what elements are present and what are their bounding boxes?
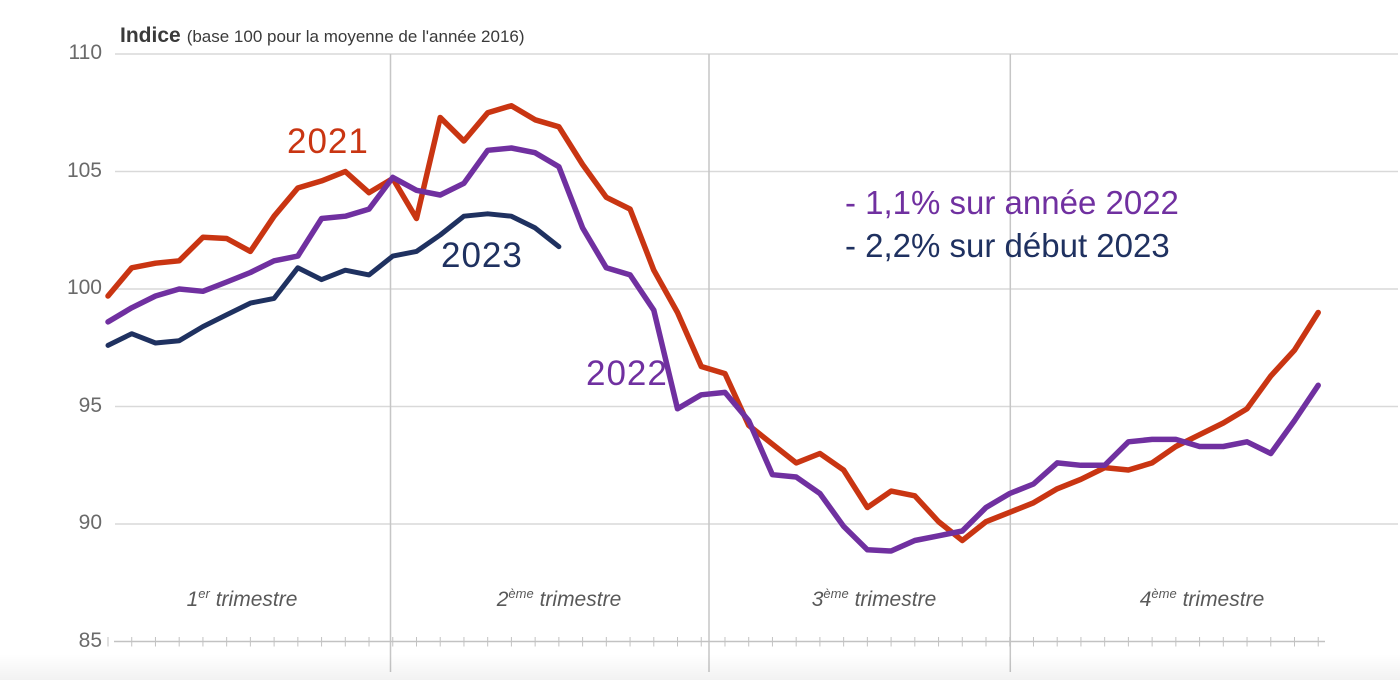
x-section-label-q3: 3ème trimestre [811, 586, 937, 611]
chart-title-subtitle: (base 100 pour la moyenne de l'année 201… [186, 27, 525, 46]
series-line-2023 [105, 211, 562, 348]
series-line-2022 [105, 145, 1321, 554]
x-section-label-q1: 1er trimestre [186, 586, 298, 611]
quarter-separator-lines [389, 54, 1012, 672]
annotation-2022-change: - 1,1% sur année 2022 [845, 184, 1179, 221]
annotation-2023-change: - 2,2% sur début 2023 [845, 227, 1170, 264]
y-tick-label-95: 95 [78, 393, 102, 417]
chart-title-main: Indice [120, 24, 181, 47]
y-tick-label-85: 85 [78, 628, 102, 652]
y-tick-label-90: 90 [78, 511, 102, 535]
x-section-label-q2: 2ème trimestre [496, 586, 622, 611]
y-tick-label-110: 110 [68, 41, 102, 65]
y-tick-label-100: 100 [66, 276, 102, 300]
horizontal-gridlines [115, 53, 1398, 525]
chart-title: Indice (base 100 pour la moyenne de l'ann… [120, 24, 525, 48]
series-label-2022: 2022 [586, 354, 668, 393]
series-line-2021 [105, 102, 1321, 544]
x-section-label-q4: 4ème trimestre [1139, 586, 1265, 611]
x-axis-baseline [107, 637, 1325, 647]
series-label-2021: 2021 [287, 122, 369, 161]
series-label-2023: 2023 [441, 236, 523, 275]
y-tick-label-105: 105 [66, 158, 102, 182]
data-series-lines [105, 102, 1321, 554]
